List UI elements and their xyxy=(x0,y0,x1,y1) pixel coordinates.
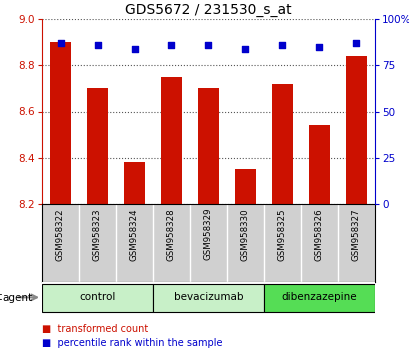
Point xyxy=(94,42,101,48)
Bar xyxy=(124,162,144,204)
Point xyxy=(57,40,64,46)
Point xyxy=(242,46,248,51)
Text: GSM958323: GSM958323 xyxy=(93,208,102,261)
Text: agent: agent xyxy=(2,293,32,303)
Bar xyxy=(161,77,181,204)
Point xyxy=(131,46,137,51)
Point xyxy=(205,42,211,48)
Point xyxy=(279,42,285,48)
Point xyxy=(353,40,359,46)
Text: GSM958326: GSM958326 xyxy=(314,208,323,261)
Text: GSM958322: GSM958322 xyxy=(56,208,65,261)
Text: bevacizumab: bevacizumab xyxy=(173,292,243,302)
FancyBboxPatch shape xyxy=(153,284,263,312)
FancyBboxPatch shape xyxy=(42,284,153,312)
Bar xyxy=(235,169,255,204)
Bar xyxy=(87,88,108,204)
Text: GSM958325: GSM958325 xyxy=(277,208,286,261)
Title: GDS5672 / 231530_s_at: GDS5672 / 231530_s_at xyxy=(125,2,291,17)
Text: control: control xyxy=(79,292,115,302)
Bar xyxy=(308,125,329,204)
Bar xyxy=(50,42,70,204)
Text: GSM958324: GSM958324 xyxy=(130,208,139,261)
Text: ■  transformed count: ■ transformed count xyxy=(42,324,148,334)
Point xyxy=(315,44,322,50)
Bar xyxy=(346,56,366,204)
FancyBboxPatch shape xyxy=(263,284,374,312)
Text: GSM958329: GSM958329 xyxy=(204,208,213,261)
Text: agent: agent xyxy=(0,292,2,302)
Text: dibenzazepine: dibenzazepine xyxy=(281,292,356,302)
Point xyxy=(168,42,174,48)
Bar xyxy=(272,84,292,204)
Text: ■  percentile rank within the sample: ■ percentile rank within the sample xyxy=(42,338,222,348)
Bar xyxy=(198,88,218,204)
Text: GSM958330: GSM958330 xyxy=(240,208,249,261)
Text: GSM958328: GSM958328 xyxy=(166,208,175,261)
Text: GSM958327: GSM958327 xyxy=(351,208,360,261)
